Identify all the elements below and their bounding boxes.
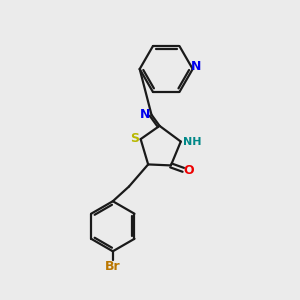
Text: Br: Br [105, 260, 121, 273]
Text: O: O [184, 164, 194, 177]
Text: N: N [191, 60, 202, 73]
Text: S: S [130, 132, 139, 145]
Text: N: N [140, 108, 150, 121]
Text: NH: NH [183, 136, 201, 147]
